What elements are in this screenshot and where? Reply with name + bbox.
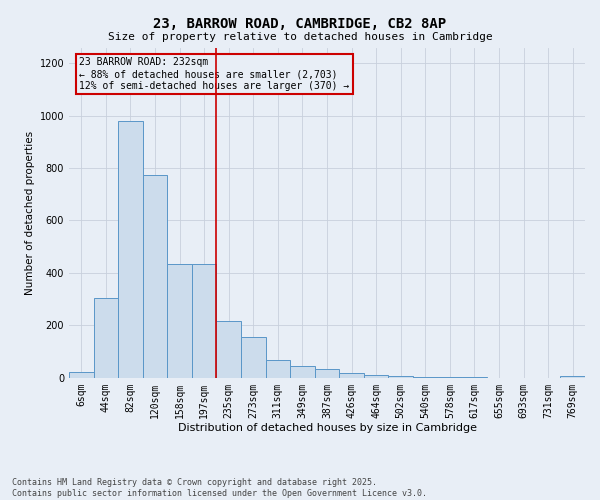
Bar [315, 369, 339, 378]
Bar [192, 264, 217, 378]
Text: 23, BARROW ROAD, CAMBRIDGE, CB2 8AP: 23, BARROW ROAD, CAMBRIDGE, CB2 8AP [154, 18, 446, 32]
Text: Size of property relative to detached houses in Cambridge: Size of property relative to detached ho… [107, 32, 493, 42]
Bar [118, 121, 143, 378]
Bar [413, 377, 437, 378]
Text: Contains HM Land Registry data © Crown copyright and database right 2025.
Contai: Contains HM Land Registry data © Crown c… [12, 478, 427, 498]
Bar [266, 360, 290, 378]
Bar [69, 372, 94, 378]
Bar [241, 337, 266, 378]
Bar [388, 376, 413, 378]
Y-axis label: Number of detached properties: Number of detached properties [25, 130, 35, 294]
Bar [217, 321, 241, 378]
Bar [167, 264, 192, 378]
Bar [364, 376, 388, 378]
X-axis label: Distribution of detached houses by size in Cambridge: Distribution of detached houses by size … [178, 423, 476, 433]
Bar [94, 298, 118, 378]
Text: 23 BARROW ROAD: 232sqm
← 88% of detached houses are smaller (2,703)
12% of semi-: 23 BARROW ROAD: 232sqm ← 88% of detached… [79, 58, 350, 90]
Bar [290, 366, 315, 378]
Bar [339, 373, 364, 378]
Bar [143, 174, 167, 378]
Bar [437, 377, 462, 378]
Bar [560, 376, 585, 378]
